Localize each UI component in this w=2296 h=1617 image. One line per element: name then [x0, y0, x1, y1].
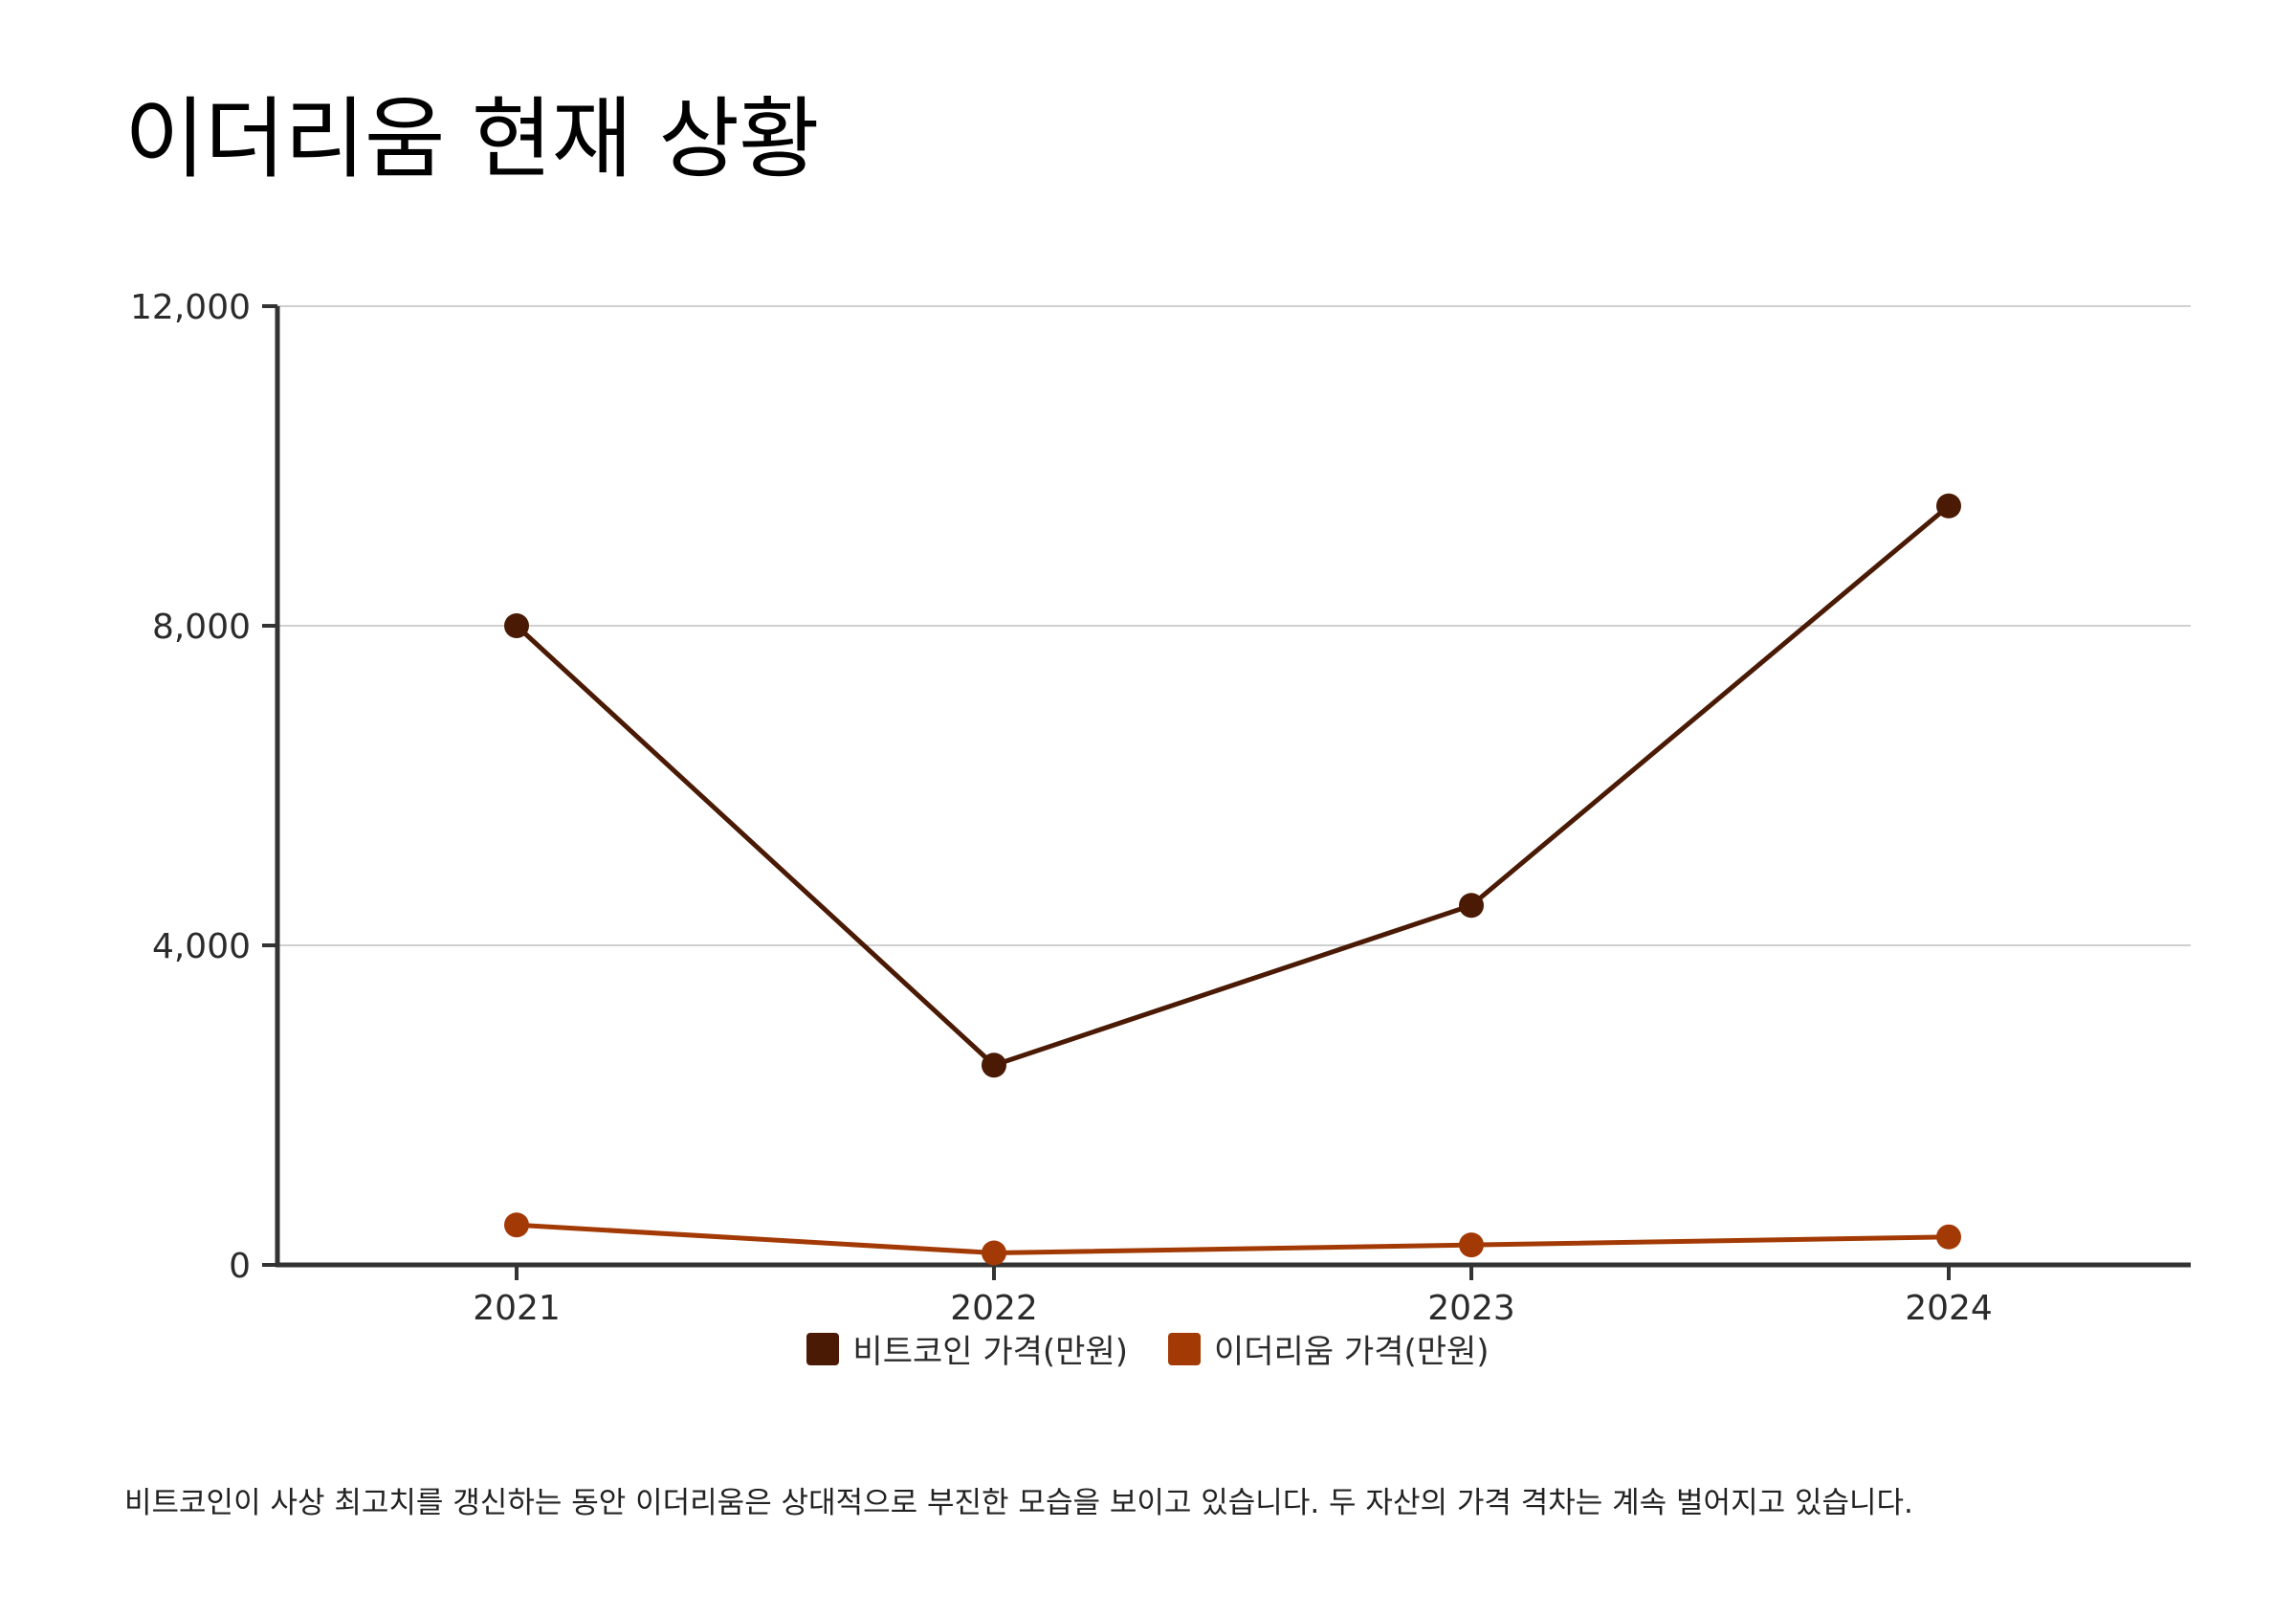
y-tick-label: 8,000 — [152, 608, 251, 647]
data-point-ethereum — [1936, 1224, 1961, 1250]
y-tick-label: 0 — [229, 1247, 251, 1286]
legend: 비트코인 가격(만원) 이더리움 가격(만원) — [0, 1325, 2296, 1372]
x-tick-label: 2022 — [950, 1289, 1038, 1328]
chart-caption: 비트코인이 사상 최고치를 갱신하는 동안 이더리움은 상대적으로 부진한 모습… — [124, 1486, 1913, 1520]
data-point-ethereum — [982, 1240, 1006, 1266]
data-point-bitcoin — [1936, 493, 1961, 519]
x-tick-label: 2023 — [1427, 1289, 1515, 1328]
legend-label-ethereum: 이더리움 가격(만원) — [1214, 1333, 1490, 1371]
x-tick-label: 2024 — [1905, 1289, 1993, 1328]
legend-label-bitcoin: 비트코인 가격(만원) — [852, 1333, 1128, 1371]
y-tick-label: 12,000 — [130, 288, 251, 327]
data-point-ethereum — [504, 1212, 529, 1238]
series-line-bitcoin — [514, 503, 1952, 1068]
series-lines — [504, 493, 1961, 1266]
series-line-ethereum — [514, 1222, 1952, 1255]
legend-swatch-ethereum — [1168, 1332, 1201, 1365]
chart-title: 이더리움 현재 상황 — [124, 88, 820, 190]
data-point-bitcoin — [982, 1052, 1006, 1078]
legend-item-ethereum: 이더리움 가격(만원) — [1168, 1325, 1490, 1372]
tick-labels: 0 4,000 8,000 12,000 2021 2022 2023 2024 — [130, 288, 1993, 1328]
grid-lines — [277, 305, 2191, 946]
legend-item-bitcoin: 비트코인 가격(만원) — [806, 1325, 1128, 1372]
data-point-ethereum — [1459, 1232, 1484, 1258]
axes — [262, 304, 2191, 1280]
x-tick-label: 2021 — [473, 1289, 561, 1328]
legend-swatch-bitcoin — [806, 1332, 840, 1365]
data-point-bitcoin — [504, 613, 529, 638]
y-tick-label: 4,000 — [152, 927, 251, 966]
data-point-bitcoin — [1459, 893, 1484, 919]
